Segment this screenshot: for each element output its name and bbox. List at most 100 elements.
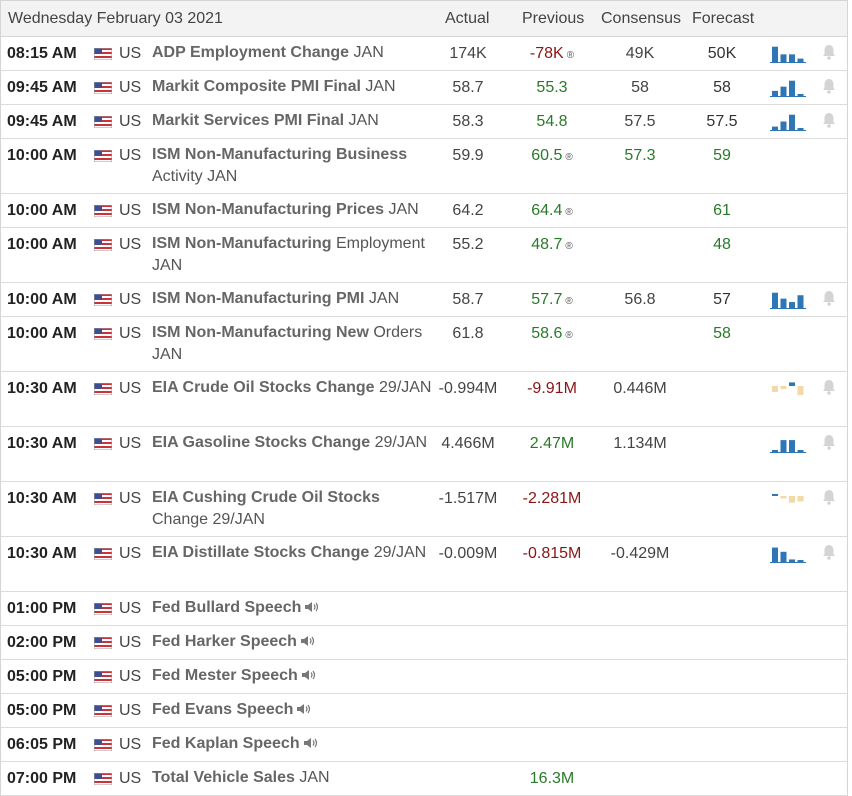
- table-row[interactable]: 08:15 AM US ADP Employment Change JAN 174K -…: [1, 37, 847, 71]
- revised-icon: ®: [565, 207, 573, 218]
- previous-value: -0.815M: [507, 545, 597, 563]
- forecast-value: 58: [713, 79, 731, 96]
- event-title: Markit Composite PMI Final: [152, 78, 361, 95]
- event-name[interactable]: EIA Crude Oil Stocks Change 29/JAN: [152, 377, 437, 399]
- history-bar: [772, 46, 778, 62]
- history-bar: [789, 559, 795, 562]
- bell-icon[interactable]: [821, 43, 837, 61]
- event-name[interactable]: Fed Kaplan Speech: [152, 733, 437, 755]
- history-chart-icon[interactable]: [770, 434, 806, 454]
- consensus-value: 57.3: [624, 147, 656, 164]
- table-row[interactable]: 05:00 PM US Fed Mester Speech: [1, 660, 847, 694]
- previous-value: -78K ®: [507, 45, 597, 63]
- calendar-header: Wednesday February 03 2021 Actual Previo…: [1, 0, 847, 37]
- event-name[interactable]: Total Vehicle Sales JAN: [152, 767, 437, 789]
- history-bar: [772, 386, 778, 392]
- us-flag-icon: [94, 383, 112, 395]
- event-name[interactable]: ISM Non-Manufacturing New Orders JAN: [152, 322, 437, 366]
- table-row[interactable]: 10:30 AM US EIA Gasoline Stocks Change 29/…: [1, 427, 847, 482]
- actual-value: 64.2: [452, 202, 484, 219]
- history-bar: [797, 386, 804, 395]
- event-name[interactable]: ISM Non-Manufacturing Business Activity …: [152, 144, 437, 188]
- bell-icon[interactable]: [821, 77, 837, 95]
- table-row[interactable]: 10:30 AM US EIA Distillate Stocks Change 2…: [1, 537, 847, 592]
- event-country: US: [119, 236, 142, 253]
- previous-number: 48.7: [531, 236, 563, 253]
- event-name[interactable]: ADP Employment Change JAN: [152, 42, 437, 64]
- history-chart-icon[interactable]: [770, 44, 806, 64]
- bell-icon[interactable]: [821, 289, 837, 307]
- col-actual[interactable]: Actual: [445, 10, 490, 27]
- actual-value: 59.9: [452, 147, 484, 164]
- bell-icon[interactable]: [821, 378, 837, 396]
- event-name[interactable]: EIA Distillate Stocks Change 29/JAN: [152, 542, 437, 564]
- history-bar: [772, 90, 778, 96]
- event-name[interactable]: Fed Bullard Speech: [152, 597, 437, 619]
- table-row[interactable]: 09:45 AM US Markit Services PMI Final JAN 5…: [1, 105, 847, 139]
- event-name[interactable]: Markit Services PMI Final JAN: [152, 110, 437, 132]
- event-name[interactable]: ISM Non-Manufacturing PMI JAN: [152, 288, 437, 310]
- event-title: ISM Non-Manufacturing New: [152, 324, 369, 341]
- col-forecast[interactable]: Forecast: [692, 10, 755, 27]
- event-name[interactable]: ISM Non-Manufacturing Employment JAN: [152, 233, 437, 277]
- table-row[interactable]: 10:00 AM US ISM Non-Manufacturing PMI JAN 5…: [1, 283, 847, 317]
- event-name[interactable]: Fed Harker Speech: [152, 631, 437, 653]
- previous-number: 55.3: [536, 79, 568, 96]
- event-period: JAN: [368, 290, 400, 307]
- event-period: Employment JAN: [152, 235, 425, 274]
- consensus-value: 1.134M: [613, 435, 667, 452]
- history-bar: [789, 80, 795, 96]
- table-row[interactable]: 09:45 AM US Markit Composite PMI Final JAN…: [1, 71, 847, 105]
- forecast-value: 57.5: [706, 113, 738, 130]
- bell-icon[interactable]: [821, 433, 837, 451]
- table-row[interactable]: 10:30 AM US EIA Crude Oil Stocks Change 29…: [1, 372, 847, 427]
- previous-number: 2.47M: [529, 435, 575, 452]
- event-name[interactable]: Fed Mester Speech: [152, 665, 437, 687]
- previous-value: 54.8: [507, 113, 597, 131]
- event-country: US: [119, 702, 142, 719]
- table-row[interactable]: 07:00 PM US Total Vehicle Sales JAN 16.3M: [1, 762, 847, 796]
- event-country: US: [119, 668, 142, 685]
- event-name[interactable]: ISM Non-Manufacturing Prices JAN: [152, 199, 437, 221]
- history-bar: [797, 94, 804, 96]
- event-name[interactable]: EIA Gasoline Stocks Change 29/JAN: [152, 432, 437, 454]
- col-previous[interactable]: Previous: [522, 10, 585, 27]
- calendar-rows: 08:15 AM US ADP Employment Change JAN 174K -…: [1, 37, 847, 796]
- table-row[interactable]: 10:30 AM US EIA Cushing Crude Oil Stocks C…: [1, 482, 847, 537]
- history-chart-icon[interactable]: [770, 290, 806, 310]
- actual-value: 58.7: [452, 79, 484, 96]
- us-flag-icon: [94, 328, 112, 340]
- event-country: US: [119, 79, 142, 96]
- event-period: Activity JAN: [152, 168, 238, 185]
- history-chart-icon[interactable]: [770, 544, 806, 564]
- history-bar: [797, 58, 804, 62]
- table-row[interactable]: 01:00 PM US Fed Bullard Speech: [1, 592, 847, 626]
- us-flag-icon: [94, 705, 112, 717]
- event-title: ISM Non-Manufacturing PMI: [152, 290, 365, 307]
- table-row[interactable]: 06:05 PM US Fed Kaplan Speech: [1, 728, 847, 762]
- event-time: 10:00 AM: [7, 325, 77, 342]
- history-chart-icon[interactable]: [770, 112, 806, 132]
- event-country: US: [119, 202, 142, 219]
- history-chart-icon[interactable]: [770, 78, 806, 98]
- event-name[interactable]: Fed Evans Speech: [152, 699, 437, 721]
- bell-icon[interactable]: [821, 488, 837, 506]
- us-flag-icon: [94, 671, 112, 683]
- bell-icon[interactable]: [821, 543, 837, 561]
- bell-icon[interactable]: [821, 111, 837, 129]
- us-flag-icon: [94, 739, 112, 751]
- table-row[interactable]: 10:00 AM US ISM Non-Manufacturing Employme…: [1, 228, 847, 283]
- event-name[interactable]: Markit Composite PMI Final JAN: [152, 76, 437, 98]
- table-row[interactable]: 02:00 PM US Fed Harker Speech: [1, 626, 847, 660]
- event-name[interactable]: EIA Cushing Crude Oil Stocks Change 29/J…: [152, 487, 437, 531]
- table-row[interactable]: 10:00 AM US ISM Non-Manufacturing Business…: [1, 139, 847, 194]
- table-row[interactable]: 10:00 AM US ISM Non-Manufacturing New Orde…: [1, 317, 847, 372]
- table-row[interactable]: 05:00 PM US Fed Evans Speech: [1, 694, 847, 728]
- history-chart-icon[interactable]: [770, 379, 806, 399]
- us-flag-icon: [94, 548, 112, 560]
- table-row[interactable]: 10:00 AM US ISM Non-Manufacturing Prices J…: [1, 194, 847, 228]
- col-consensus[interactable]: Consensus: [601, 10, 682, 27]
- speaker-icon: [305, 602, 319, 612]
- previous-value: 57.7 ®: [507, 291, 597, 309]
- history-chart-icon[interactable]: [770, 489, 806, 509]
